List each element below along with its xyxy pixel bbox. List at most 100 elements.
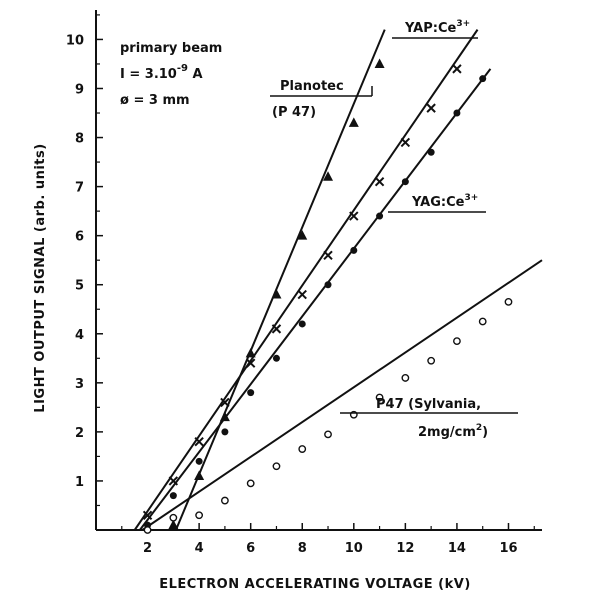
series-label-p47-units: 2mg/cm — [418, 425, 476, 440]
data-point-3-6 — [298, 445, 307, 453]
data-point-2-8 — [350, 246, 358, 254]
data-point-3-2 — [195, 511, 204, 520]
y-tick-label: 5 — [75, 279, 84, 294]
x-tick-label: 4 — [195, 541, 204, 556]
data-point-3-11 — [427, 356, 436, 365]
data-point-0-4 — [271, 289, 282, 299]
data-point-1-9-stroke-b — [374, 176, 385, 187]
y-tick-label: 6 — [75, 230, 84, 245]
annotation-line-2: I = 3.10-9 A — [120, 63, 203, 82]
y-tick-label: 1 — [75, 475, 84, 490]
y-tick-label: 7 — [75, 181, 84, 196]
data-point-1-6 — [297, 289, 307, 300]
x-tick-label: 6 — [246, 541, 255, 556]
data-point-3-14 — [504, 297, 513, 306]
series-label-p47-sylvania: P47 (Sylvania, 2mg/cm2) — [340, 397, 518, 440]
data-point-0-3 — [245, 347, 256, 358]
tick-marks — [96, 14, 535, 530]
beam-annotation: primary beam I = 3.10-9 A ø = 3 mm — [120, 41, 222, 108]
data-point-2-11 — [427, 148, 435, 156]
data-point-1-11-stroke-b — [426, 103, 436, 113]
data-point-1-12 — [452, 64, 462, 74]
data-point-1-10-stroke-b — [400, 137, 411, 148]
data-point-2-1 — [169, 492, 177, 500]
data-point-3-7 — [324, 430, 332, 439]
x-tick-label: 2 — [143, 541, 152, 556]
series-label-p47-close: ) — [482, 425, 488, 440]
data-point-1-4-stroke-b — [245, 358, 256, 368]
series-label-p47-line-1: P47 (Sylvania, — [376, 397, 481, 412]
series-markers — [142, 58, 513, 534]
data-point-1-12-stroke-b — [452, 64, 462, 74]
data-point-1-5-stroke-b — [271, 324, 282, 334]
series-line-3 — [141, 259, 543, 531]
series-line-1 — [133, 29, 479, 531]
data-point-2-3 — [221, 428, 229, 436]
series-line-2 — [139, 68, 492, 531]
y-tick-label: 3 — [75, 377, 84, 392]
annotation-line-2-suffix: A — [188, 67, 203, 82]
data-point-1-4 — [245, 358, 256, 368]
data-point-2-13 — [479, 75, 487, 83]
y-axis-title: LIGHT OUTPUT SIGNAL (arb. units) — [33, 143, 48, 412]
data-point-1-3 — [220, 397, 230, 408]
annotation-line-2-exponent: -9 — [177, 63, 188, 74]
data-point-0-7 — [348, 117, 359, 127]
data-point-2-4 — [247, 389, 255, 397]
data-point-2-9 — [376, 212, 384, 220]
data-point-0-6 — [323, 171, 334, 181]
data-point-1-2-stroke-b — [194, 436, 204, 447]
data-point-3-5 — [272, 462, 281, 471]
data-point-1-7-stroke-b — [323, 250, 333, 260]
data-point-0-0 — [168, 519, 179, 530]
series-label-yag-superscript: 3+ — [464, 193, 478, 203]
data-point-1-6-stroke-b — [297, 289, 307, 300]
data-point-2-10 — [401, 178, 409, 186]
y-tick-label: 4 — [75, 328, 84, 343]
y-tick-label: 2 — [75, 426, 84, 441]
data-point-2-7 — [324, 281, 332, 289]
data-point-0-8 — [374, 58, 385, 68]
data-point-1-3-stroke-b — [220, 397, 230, 408]
data-point-0-2 — [219, 411, 230, 422]
series-labels: Planotec (P 47) YAP:Ce3+ YAG:Ce3+ P47 (S… — [270, 19, 518, 440]
series-label-planotec-line-2: (P 47) — [272, 105, 316, 120]
series-label-yap-superscript: 3+ — [456, 19, 470, 29]
data-point-1-10 — [400, 137, 411, 148]
data-point-3-9 — [375, 393, 384, 402]
annotation-line-1: primary beam — [120, 41, 222, 56]
data-point-1-1 — [168, 476, 179, 486]
data-point-1-9 — [374, 176, 385, 187]
data-point-3-10 — [401, 374, 410, 382]
data-point-0-5 — [297, 230, 308, 240]
series-label-p47-superscript: 2 — [476, 423, 482, 433]
data-point-2-12 — [453, 109, 461, 117]
y-tick-label: 8 — [75, 132, 84, 147]
data-point-1-5 — [271, 324, 282, 334]
annotation-line-2-prefix: I = 3.10 — [120, 67, 177, 82]
series-label-yag-text: YAG:Ce3+ — [411, 193, 478, 210]
data-point-0-1 — [194, 470, 205, 481]
series-label-yag-main: YAG:Ce — [411, 195, 465, 210]
data-point-2-5 — [272, 354, 280, 362]
series-label-planotec: Planotec (P 47) — [270, 79, 373, 120]
x-tick-label: 8 — [298, 541, 307, 556]
data-point-1-11 — [426, 103, 436, 113]
y-tick-label: 10 — [66, 33, 84, 48]
series-label-yag: YAG:Ce3+ — [388, 193, 486, 213]
data-point-2-2 — [195, 457, 203, 465]
data-point-3-12 — [453, 337, 461, 346]
x-tick-label: 10 — [345, 541, 363, 556]
data-point-3-3 — [221, 496, 229, 505]
data-point-3-4 — [246, 479, 255, 488]
data-point-3-13 — [478, 317, 487, 326]
data-point-1-0 — [142, 510, 153, 520]
data-point-3-0 — [143, 526, 152, 534]
series-lines — [133, 29, 543, 531]
x-tick-label: 16 — [499, 541, 517, 556]
x-tick-label: 14 — [448, 541, 466, 556]
data-point-1-1-stroke-b — [168, 476, 179, 486]
x-tick-label: 12 — [396, 541, 414, 556]
x-axis-title: ELECTRON ACCELERATING VOLTAGE (kV) — [159, 577, 471, 592]
